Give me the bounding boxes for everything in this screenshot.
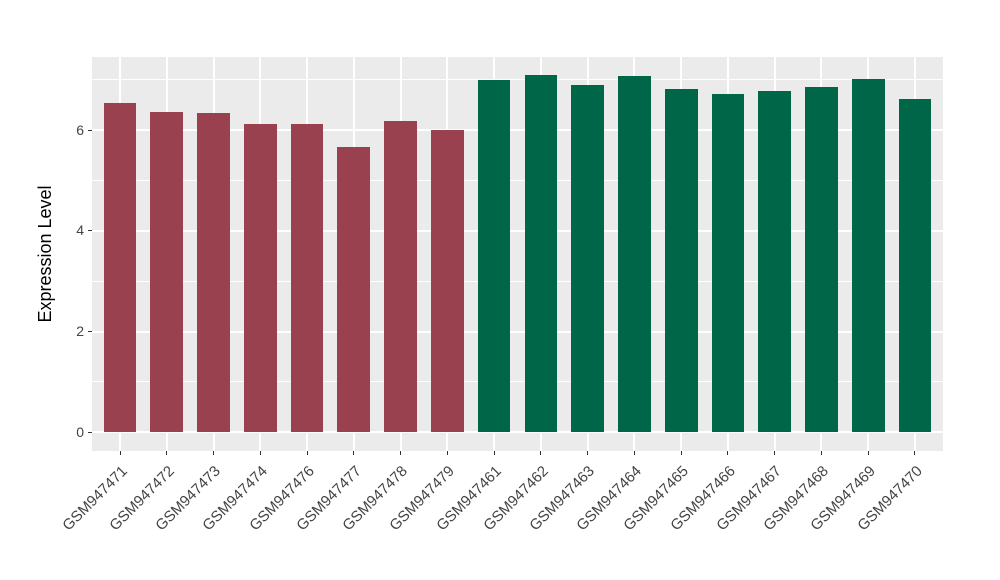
bar-GSM947468: [805, 86, 838, 433]
bar-GSM947478: [384, 121, 417, 433]
x-tick-mark: [400, 451, 402, 455]
bar-GSM947465: [664, 88, 698, 433]
minor-gridline: [92, 280, 943, 282]
y-axis-title: Expression Level: [35, 185, 55, 323]
minor-gridline: [92, 79, 943, 81]
x-tick-mark: [119, 451, 121, 455]
bar-GSM947471: [103, 103, 137, 433]
x-tick-mark: [540, 451, 542, 455]
major-gridline: [92, 229, 943, 232]
bar-GSM947473: [197, 113, 230, 433]
major-gridline: [92, 129, 943, 132]
y-tick-mark: [88, 129, 92, 131]
bar-GSM947462: [524, 75, 558, 433]
x-tick-mark: [353, 451, 355, 455]
minor-gridline: [92, 381, 943, 383]
bar-GSM947467: [758, 91, 792, 433]
y-tick-mark: [88, 230, 92, 232]
bar-GSM947477: [337, 147, 371, 433]
y-tick-label: 2: [76, 323, 84, 340]
bar-GSM947470: [898, 99, 932, 433]
minor-gridline: [92, 179, 943, 181]
x-tick-mark: [306, 451, 308, 455]
x-tick-mark: [166, 451, 168, 455]
bar-GSM947472: [150, 112, 184, 433]
bar-GSM947464: [618, 76, 651, 433]
bar-GSM947463: [571, 85, 604, 433]
major-gridline: [92, 330, 943, 333]
x-tick-mark: [587, 451, 589, 455]
y-tick-mark: [88, 331, 92, 333]
major-gridline: [92, 431, 943, 434]
bar-GSM947466: [711, 94, 745, 433]
bar-GSM947461: [477, 80, 511, 433]
x-tick-mark: [633, 451, 635, 455]
x-tick-mark: [914, 451, 916, 455]
bar-GSM947479: [430, 129, 464, 433]
x-tick-mark: [820, 451, 822, 455]
x-tick-mark: [213, 451, 215, 455]
x-tick-mark: [774, 451, 776, 455]
x-tick-mark: [680, 451, 682, 455]
x-tick-mark: [867, 451, 869, 455]
bar-GSM947469: [851, 78, 885, 433]
bar-GSM947474: [243, 123, 277, 433]
y-tick-label: 0: [76, 423, 84, 440]
x-tick-mark: [446, 451, 448, 455]
x-tick-mark: [259, 451, 261, 455]
y-tick-label: 6: [76, 121, 84, 138]
plot-panel: [92, 57, 943, 451]
y-tick-label: 4: [76, 222, 84, 239]
x-tick-mark: [727, 451, 729, 455]
x-tick-mark: [493, 451, 495, 455]
y-tick-mark: [88, 431, 92, 433]
bar-GSM947476: [290, 124, 324, 433]
